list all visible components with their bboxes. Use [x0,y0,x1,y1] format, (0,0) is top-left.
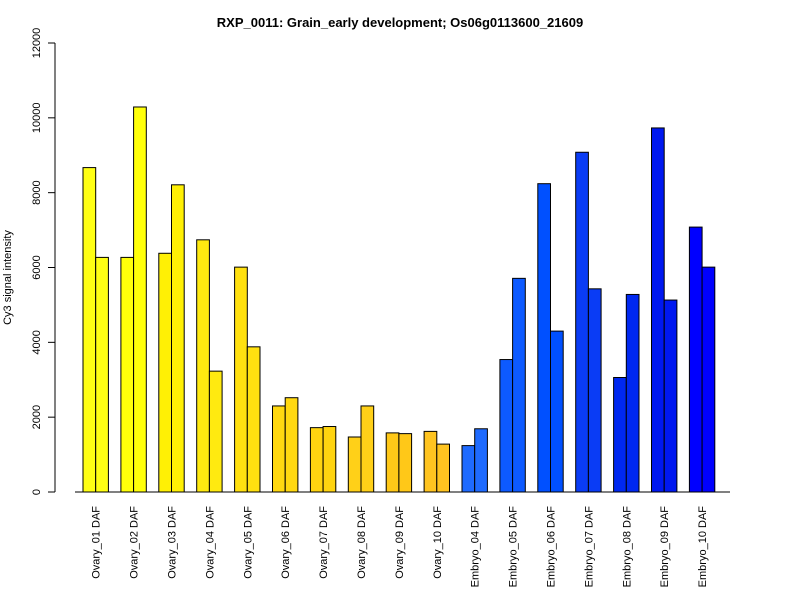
x-tick-label: Embryo_09 DAF [659,506,671,588]
y-tick-label: 2000 [31,405,43,429]
bar [550,330,564,493]
bar [688,226,703,493]
bar [625,293,640,493]
bar [171,184,185,493]
bar [272,405,286,493]
x-tick-labels: Ovary_01 DAF Ovary_02 DAF Ovary_03 DAF Ovar… [91,506,709,588]
bar [234,266,248,493]
bar [512,277,526,493]
bar [246,346,261,493]
bar [95,256,109,493]
bars [82,106,716,493]
x-tick-label: Ovary_05 DAF [242,506,254,579]
bar [82,167,97,493]
bar [461,445,476,493]
bar [196,239,210,493]
y-tick-label: 10000 [31,103,43,134]
bar [537,183,551,493]
y-tick-label: 12000 [31,28,43,59]
bar [347,436,362,493]
x-tick-label: Ovary_02 DAF [129,506,141,579]
x-tick-label: Embryo_07 DAF [583,506,595,588]
y-tick-label: 0 [31,489,43,495]
x-tick-label: Ovary_08 DAF [356,506,368,579]
bar [651,127,665,493]
bar [663,299,678,493]
x-tick-label: Ovary_09 DAF [394,506,406,579]
y-tick-label: 4000 [31,330,43,354]
bar [701,266,716,493]
bar [360,405,375,493]
x-tick-label: Ovary_03 DAF [167,506,179,579]
bar [120,256,135,493]
bar [423,430,438,493]
bar [133,106,147,493]
bar [398,433,413,493]
bar [587,288,602,493]
x-tick-label: Embryo_10 DAF [697,506,709,588]
chart-title: RXP_0011: Grain_early development; Os06g… [217,15,583,30]
y-axis-label: Cy3 signal intensity [2,230,14,325]
bar [208,370,223,493]
bar [474,428,488,493]
y-axis: 0 2000 4000 6000 8000 10000 12000 [31,28,56,495]
bar [309,427,324,493]
x-tick-label: Embryo_08 DAF [621,506,633,588]
bar [499,359,514,493]
x-tick-label: Embryo_04 DAF [470,506,482,588]
bar [436,443,450,493]
bar [322,426,337,493]
bar [575,151,589,493]
y-tick-label: 8000 [31,180,43,204]
x-tick-label: Ovary_07 DAF [318,506,330,579]
bar [613,377,627,493]
x-tick-label: Ovary_04 DAF [204,506,216,579]
y-tick-label: 6000 [31,255,43,279]
bar [158,252,173,493]
bar [385,432,400,493]
x-tick-label: Ovary_06 DAF [280,506,292,579]
x-tick-label: Ovary_01 DAF [91,506,103,579]
x-tick-label: Embryo_05 DAF [508,506,520,588]
bar [284,397,299,493]
x-tick-label: Embryo_06 DAF [546,506,558,588]
x-tick-label: Ovary_10 DAF [432,506,444,579]
